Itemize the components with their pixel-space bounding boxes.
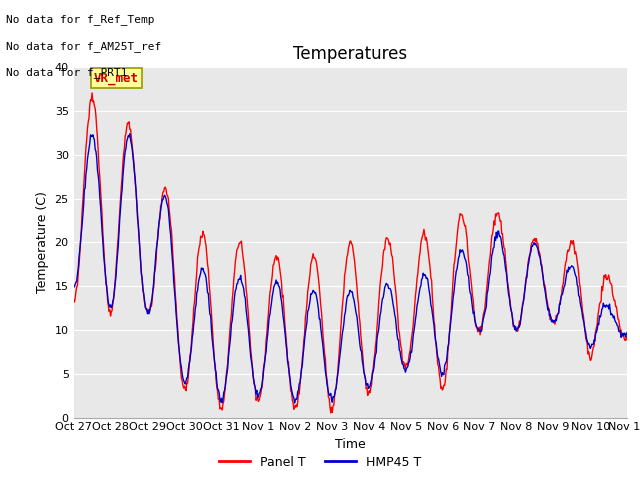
Text: No data for f_Ref_Temp: No data for f_Ref_Temp: [6, 14, 155, 25]
Title: Temperatures: Temperatures: [293, 45, 408, 63]
Text: No data for f_PRT1: No data for f_PRT1: [6, 67, 128, 78]
Text: No data for f_AM25T_ref: No data for f_AM25T_ref: [6, 41, 162, 52]
Y-axis label: Temperature (C): Temperature (C): [36, 192, 49, 293]
X-axis label: Time: Time: [335, 438, 366, 451]
Legend: Panel T, HMP45 T: Panel T, HMP45 T: [214, 451, 426, 474]
Text: VR_met: VR_met: [94, 72, 139, 84]
